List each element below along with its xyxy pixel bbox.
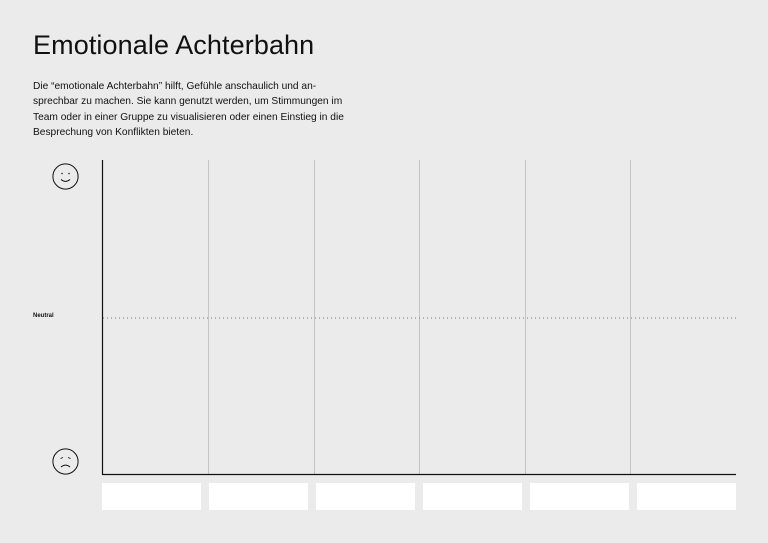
page-title: Emotionale Achterbahn <box>33 30 315 60</box>
column-label-box-3[interactable] <box>316 483 415 510</box>
intro-text: Die “emotionale Achterbahn” hilft, Gefüh… <box>33 79 378 141</box>
intro-line: Team oder in einer Gruppe zu visualisier… <box>33 111 344 123</box>
intro-line: Die “emotionale Achterbahn” hilft, Gefüh… <box>33 81 317 92</box>
column-label-box-2[interactable] <box>209 483 308 510</box>
column-label-box-6[interactable] <box>637 483 736 510</box>
column-label-box-1[interactable] <box>102 483 201 510</box>
column-gridlines <box>208 160 631 474</box>
happy-face-icon <box>52 163 79 190</box>
neutral-label: Neutral <box>33 313 54 319</box>
intro-line: Besprechung von Konflikten bieten. <box>33 127 194 139</box>
column-label-box-5[interactable] <box>530 483 629 510</box>
intro-line: sprechbar zu machen. Sie kann genutzt we… <box>33 96 343 108</box>
column-label-box-4[interactable] <box>423 483 522 510</box>
sad-face-icon <box>52 448 79 475</box>
